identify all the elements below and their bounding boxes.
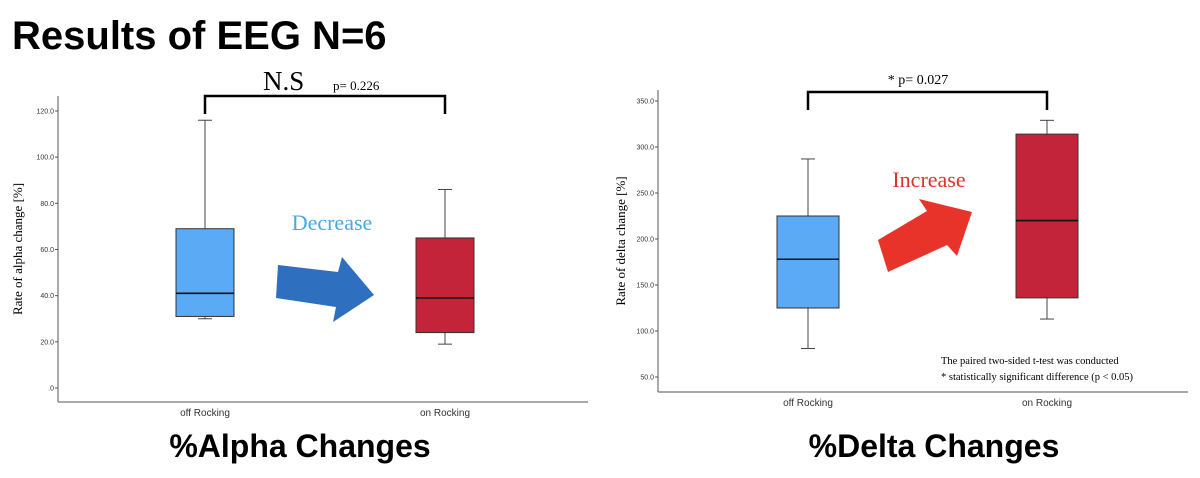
delta-panel-title: %Delta Changes	[808, 428, 1060, 464]
y-tick-label: 20.0	[40, 339, 54, 346]
arrow-right-up-icon	[878, 199, 972, 272]
trend-label: Decrease	[292, 210, 373, 235]
alpha-chart: .0 20.0 40.0 60.0 80.0 100.0 120.0 Rate of alph…	[10, 66, 588, 419]
y-tick-label: 300.0	[636, 145, 654, 152]
y-tick-label: 100.0	[36, 155, 54, 162]
x-tick-label: on Rocking	[420, 408, 470, 419]
box-off-rocking	[776, 215, 840, 309]
significance-label: * p= 0.027	[888, 73, 948, 88]
y-tick-label: 80.0	[40, 201, 54, 208]
significance-bracket	[806, 90, 1049, 110]
y-tick-label: 60.0	[40, 247, 54, 254]
box-on-rocking	[415, 237, 475, 334]
box-off-rocking	[175, 228, 235, 317]
y-tick-label: 50.0	[640, 375, 654, 382]
y-axis-label: Rate of alpha change [%]	[10, 183, 25, 315]
footnote: The paired two-sided t-test was conducte…	[941, 356, 1119, 367]
y-tick-label: .0	[48, 386, 54, 393]
trend-label: Increase	[892, 167, 965, 192]
box-on-rocking	[1015, 133, 1079, 299]
y-tick-label: 200.0	[636, 237, 654, 244]
delta-chart: 50.0 100.0 150.0 200.0 250.0 300.0 350.0 Rate o…	[613, 73, 1188, 409]
y-tick-label: 350.0	[636, 99, 654, 106]
y-tick-label: 150.0	[636, 283, 654, 290]
y-tick-label: 100.0	[636, 329, 654, 336]
alpha-panel-title: %Alpha Changes	[169, 428, 431, 464]
arrow-right-down-icon	[276, 257, 374, 322]
y-tick-label: 120.0	[36, 109, 54, 116]
y-tick-label: 250.0	[636, 191, 654, 198]
significance-bracket	[203, 94, 447, 114]
y-tick-label: 40.0	[40, 293, 54, 300]
x-tick-label: off Rocking	[180, 408, 230, 419]
y-axis-label: Rate of delta change [%]	[613, 176, 628, 305]
p-value-label: p= 0.226	[333, 78, 380, 93]
significance-label: N.S	[263, 66, 304, 96]
page-title: Results of EEG N=6	[12, 14, 387, 58]
x-tick-label: on Rocking	[1022, 398, 1072, 409]
footnote: * statistically significant difference (…	[941, 372, 1134, 383]
x-tick-label: off Rocking	[783, 398, 833, 409]
